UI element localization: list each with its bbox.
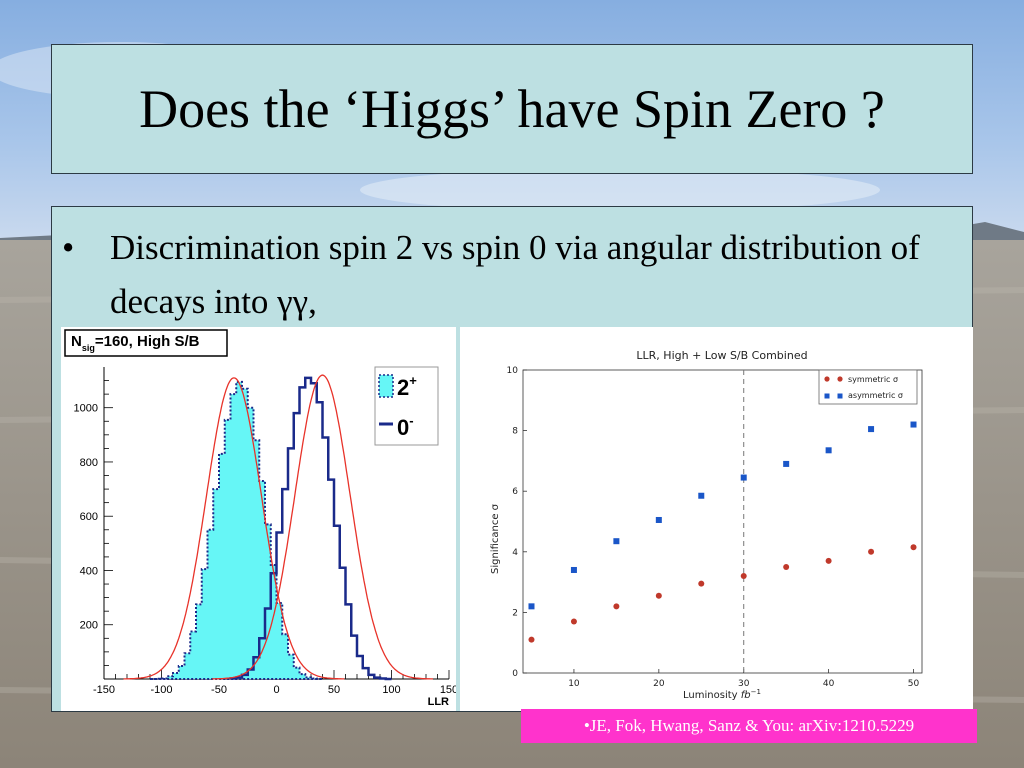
hist-fit-curve-1 xyxy=(212,374,433,680)
hist-x-tick-label: -50 xyxy=(211,684,227,696)
hist-y-tick-label: 200 xyxy=(80,620,98,632)
hist-title-sub: sig xyxy=(82,343,95,353)
bullet-dot: • xyxy=(62,228,75,267)
significance-chart: LLR, High + Low S/B Combined 10 20 30 40 50 0… xyxy=(490,349,923,701)
histogram-panel: Nsig=160, High S/B -150 -100 -50 0 50 100 150 2… xyxy=(61,327,458,711)
histogram-title-box: Nsig=160, High S/B xyxy=(64,329,228,357)
sig-legend: symmetric σ asymmetric σ xyxy=(818,369,918,405)
legend-marker-asymmetric xyxy=(824,393,830,399)
hist-title-n: N xyxy=(71,333,82,350)
sig-plot-frame xyxy=(522,369,923,674)
sig-y-tick-label: 4 xyxy=(512,548,518,558)
sig-xlabel-unit: fb xyxy=(741,690,751,701)
sig-point-asymmetric xyxy=(655,516,662,523)
sig-point-symmetric xyxy=(570,618,577,625)
legend-label-spin0: 0 xyxy=(397,415,409,440)
sig-xlabel-unit-sup: −1 xyxy=(751,688,761,696)
hist-x-tick-label: 150 xyxy=(440,684,456,696)
significance-panel: LLR, High + Low S/B Combined 10 20 30 40 50 0… xyxy=(460,327,973,711)
sig-x-tick-label: 40 xyxy=(823,679,835,689)
legend-label-symmetric: symmetric σ xyxy=(848,375,898,384)
sig-x-tick-label: 10 xyxy=(568,679,580,689)
svg-text:Nsig=160, High S/B: Nsig=160, High S/B xyxy=(71,333,200,353)
legend-marker-symmetric xyxy=(824,376,830,382)
citation-text: •JE, Fok, Hwang, Sanz & You: arXiv:1210.… xyxy=(583,716,915,735)
hist-fit-curve-0 xyxy=(123,377,345,680)
hist-y-tick-label: 600 xyxy=(80,511,98,523)
hist-series-spin0 xyxy=(229,376,392,681)
legend-swatch-spin2 xyxy=(378,374,394,398)
hist-plot-area: -150 -100 -50 0 50 100 150 200 400 600 800 1000 xyxy=(74,367,458,696)
hist-x-tick-label: 100 xyxy=(382,684,400,696)
hist-title-rest: =160, High S/B xyxy=(95,333,200,350)
legend-marker-symmetric-2 xyxy=(837,376,843,382)
sig-point-asymmetric xyxy=(783,460,790,467)
sig-xlabel-text: Luminosity xyxy=(683,690,738,701)
sig-point-symmetric xyxy=(528,636,535,643)
sig-plot-area: 10 20 30 40 50 0 2 4 6 8 10 xyxy=(507,366,923,689)
legend-label-asymmetric: asymmetric σ xyxy=(848,391,903,400)
slide-title: Does the ‘Higgs’ have Spin Zero ? xyxy=(139,79,885,139)
hist-xlabel: LLR xyxy=(428,696,449,708)
sig-point-symmetric xyxy=(910,544,917,551)
sig-point-symmetric xyxy=(655,592,662,599)
sig-point-symmetric xyxy=(740,573,747,580)
hist-x-tick-label: 0 xyxy=(273,684,279,696)
sig-y-tick-label: 0 xyxy=(512,669,518,679)
sig-y-tick-label: 2 xyxy=(512,608,518,618)
llr-histogram-chart: Nsig=160, High S/B -150 -100 -50 0 50 100 150 2… xyxy=(64,329,458,708)
hist-x-tick-label: -150 xyxy=(93,684,115,696)
sig-y-tick-label: 6 xyxy=(512,487,518,497)
sig-point-asymmetric xyxy=(698,492,705,499)
sig-title: LLR, High + Low S/B Combined xyxy=(636,349,807,362)
hist-y-tick-label: 400 xyxy=(80,565,98,577)
sig-y-tick-label: 10 xyxy=(507,366,519,376)
sig-point-asymmetric xyxy=(910,421,917,428)
sig-point-symmetric xyxy=(868,548,875,555)
sig-point-symmetric xyxy=(698,580,705,587)
hist-legend: 2+ 0- xyxy=(374,366,439,446)
bullet-text: Discrimination spin 2 vs spin 0 via angu… xyxy=(110,228,920,321)
sig-ylabel: Significance σ xyxy=(490,503,501,574)
sig-x-tick-label: 30 xyxy=(738,679,750,689)
title-box: Does the ‘Higgs’ have Spin Zero ? xyxy=(51,44,973,174)
svg-text:2+: 2+ xyxy=(397,373,417,400)
hist-x-tick-label: 50 xyxy=(328,684,340,696)
svg-text:0-: 0- xyxy=(397,413,414,440)
sig-y-tick-label: 8 xyxy=(512,427,518,437)
citation-box: •JE, Fok, Hwang, Sanz & You: arXiv:1210.… xyxy=(521,709,977,743)
sig-point-asymmetric xyxy=(740,474,747,481)
hist-y-tick-label: 1000 xyxy=(74,403,98,415)
legend-marker-asymmetric-2 xyxy=(837,393,843,399)
sig-point-symmetric xyxy=(825,557,832,564)
legend-sup-spin0: - xyxy=(409,413,413,428)
hist-series-spin2 xyxy=(150,380,323,680)
hist-y-tick-label: 800 xyxy=(80,457,98,469)
hist-x-tick-label: -100 xyxy=(150,684,172,696)
sig-point-asymmetric xyxy=(825,447,832,454)
sig-x-tick-label: 20 xyxy=(653,679,665,689)
sig-point-symmetric xyxy=(783,563,790,570)
sig-point-symmetric xyxy=(613,603,620,610)
sig-point-asymmetric xyxy=(613,538,620,545)
sig-point-asymmetric xyxy=(570,566,577,573)
legend-label-spin2: 2 xyxy=(397,375,409,400)
legend-sup-spin2: + xyxy=(409,373,417,388)
sig-point-asymmetric xyxy=(528,603,535,610)
sig-x-tick-label: 50 xyxy=(908,679,920,689)
sig-point-asymmetric xyxy=(868,426,875,433)
sig-xlabel: Luminosity fb−1 xyxy=(683,688,761,701)
